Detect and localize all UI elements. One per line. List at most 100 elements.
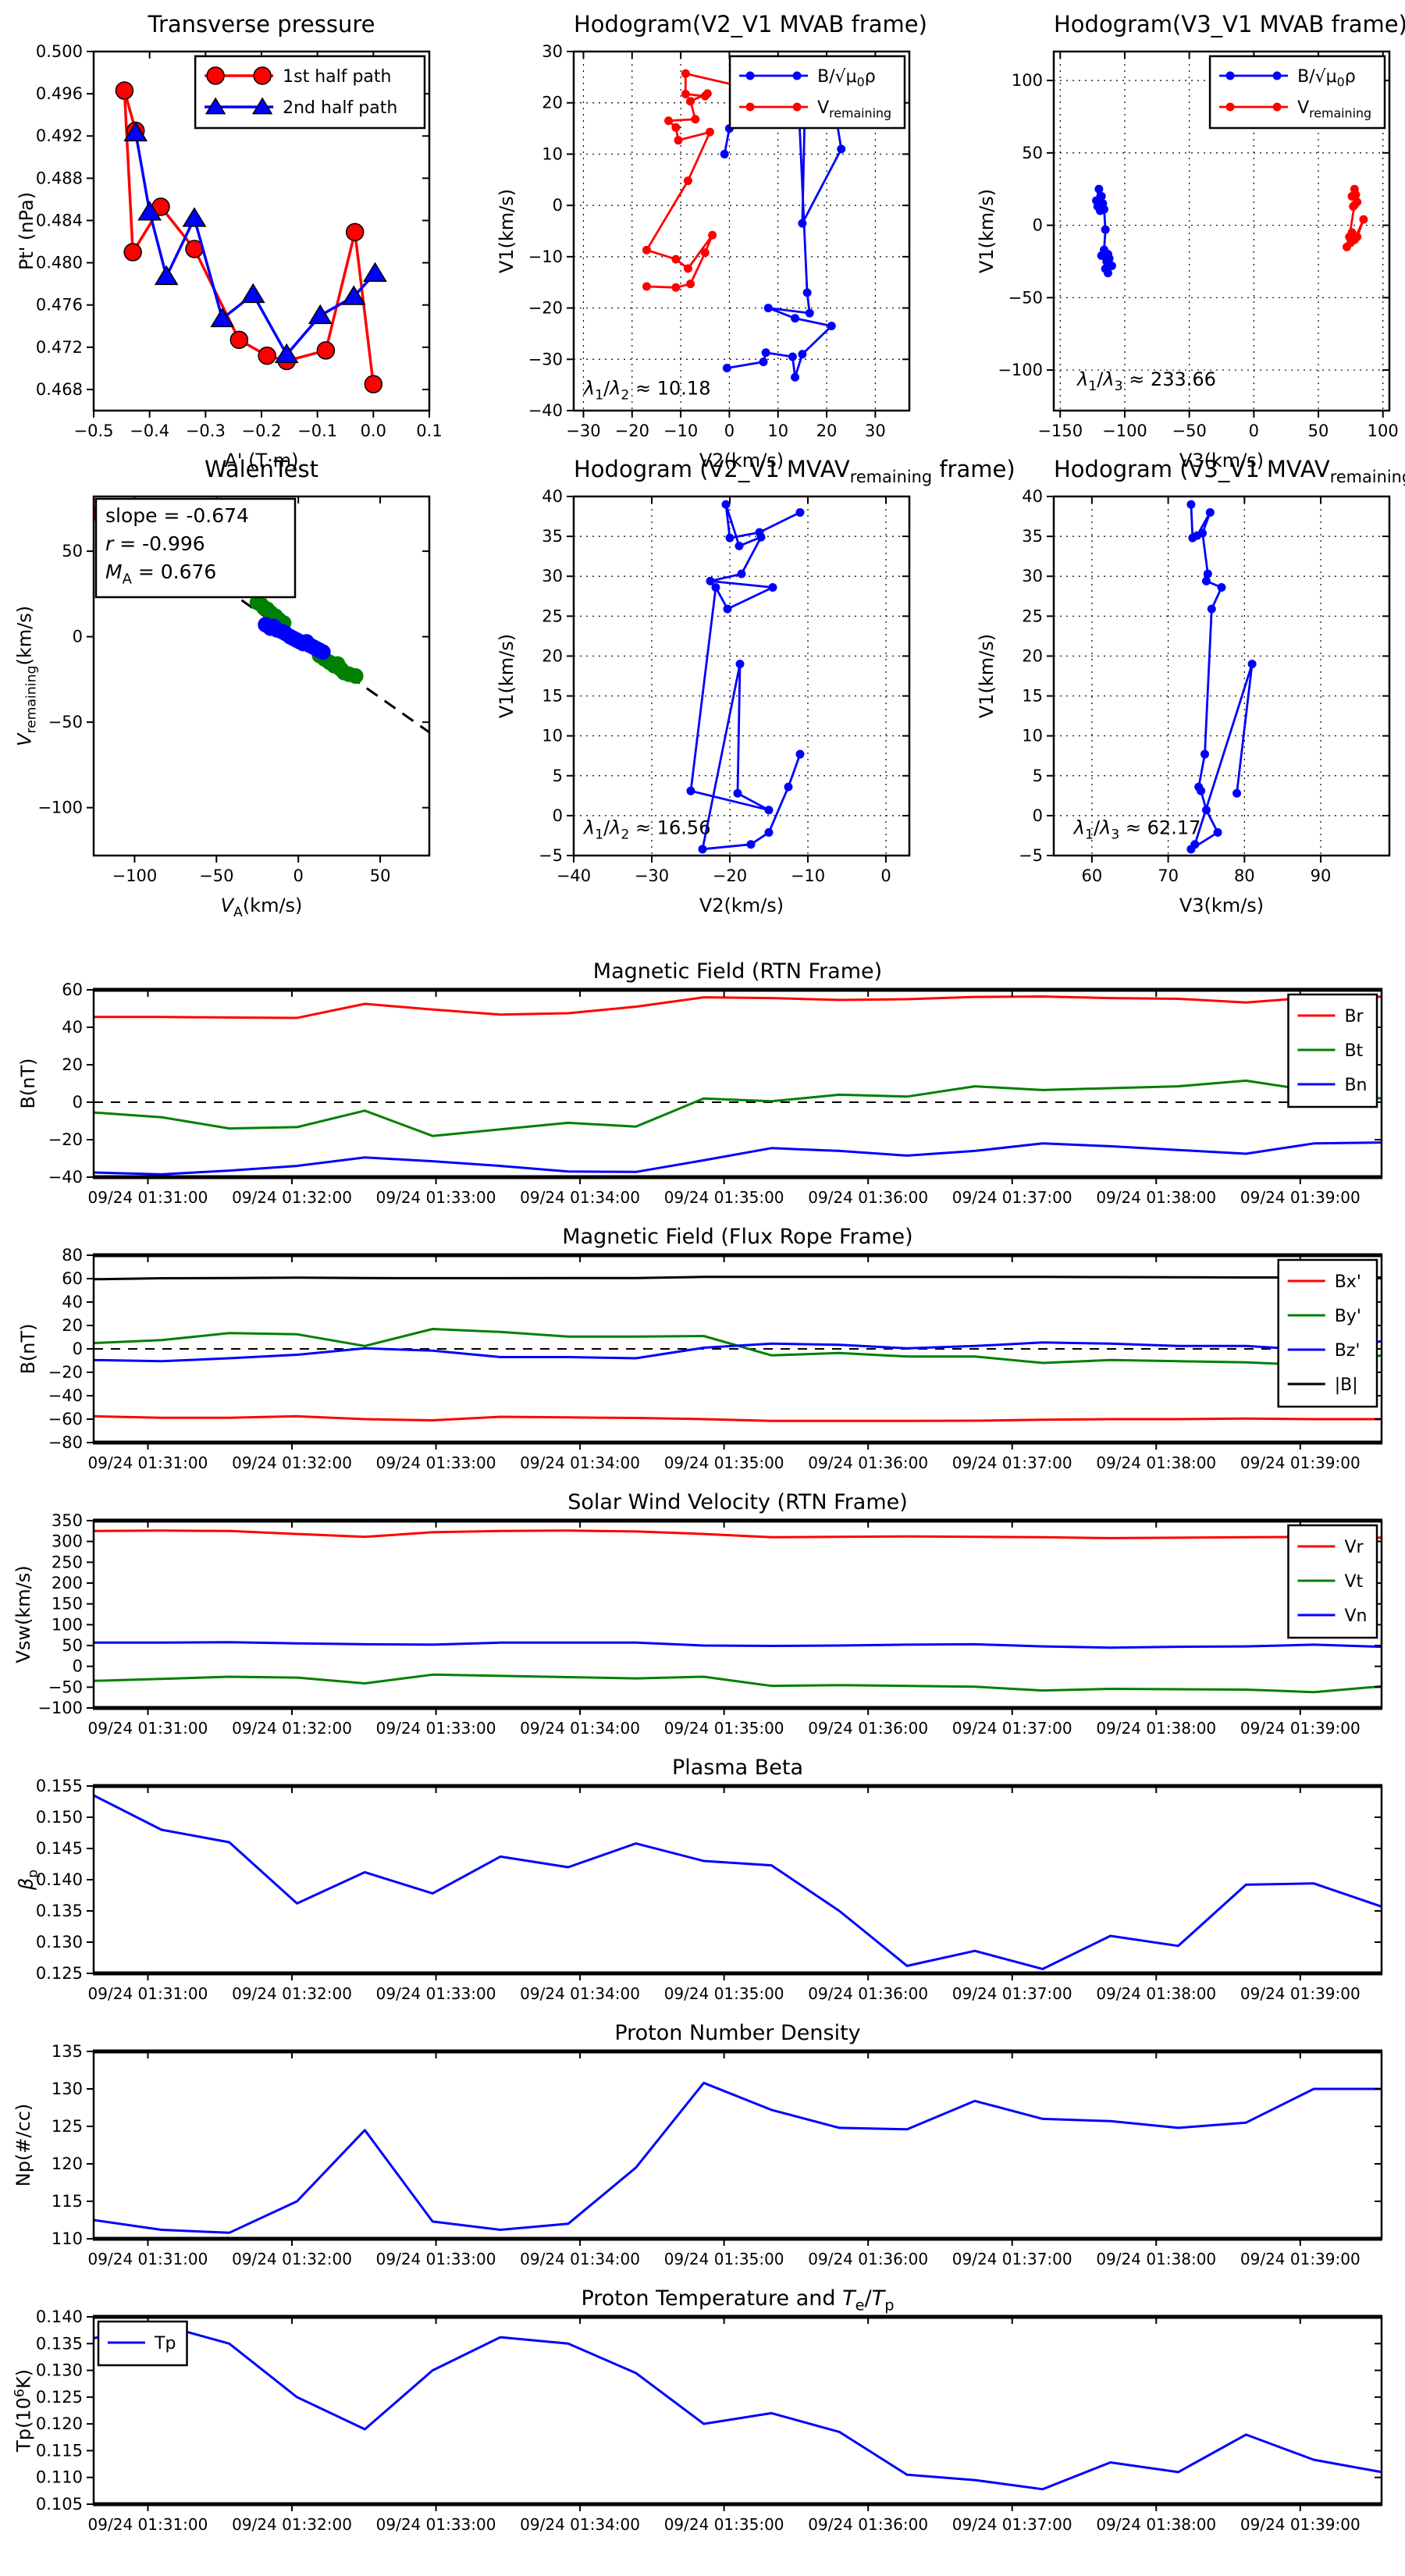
svg-text:Vr: Vr (1344, 1538, 1364, 1557)
svg-text:09/24 01:36:00: 09/24 01:36:00 (808, 1188, 928, 1207)
svg-text:09/24 01:38:00: 09/24 01:38:00 (1096, 1188, 1216, 1207)
svg-text:09/24 01:38:00: 09/24 01:38:00 (1096, 1984, 1216, 2003)
svg-text:09/24 01:33:00: 09/24 01:33:00 (376, 1984, 496, 2003)
svg-text:0.140: 0.140 (36, 2307, 83, 2326)
svg-text:2nd half path: 2nd half path (283, 98, 397, 118)
svg-text:10: 10 (1022, 727, 1043, 745)
svg-text:0.110: 0.110 (36, 2468, 83, 2487)
svg-text:09/24 01:32:00: 09/24 01:32:00 (232, 1719, 352, 1738)
svg-text:09/24 01:39:00: 09/24 01:39:00 (1240, 1453, 1361, 1472)
svg-text:09/24 01:31:00: 09/24 01:31:00 (88, 1719, 208, 1738)
svg-text:09/24 01:32:00: 09/24 01:32:00 (232, 1453, 352, 1472)
svg-text:0.150: 0.150 (36, 1808, 83, 1827)
svg-text:300: 300 (52, 1532, 83, 1551)
svg-text:Vt: Vt (1344, 1572, 1363, 1592)
svg-text:0.155: 0.155 (36, 1777, 83, 1795)
svg-text:−30: −30 (635, 866, 669, 885)
svg-text:09/24 01:36:00: 09/24 01:36:00 (808, 2250, 928, 2268)
svg-text:slope = -0.674: slope = -0.674 (105, 504, 249, 527)
panel-title-magnetic-field-rtn: Magnetic Field (RTN Frame) (592, 959, 883, 984)
svg-text:09/24 01:36:00: 09/24 01:36:00 (808, 1453, 928, 1472)
svg-text:135: 135 (52, 2042, 83, 2061)
svg-text:60: 60 (62, 980, 83, 999)
svg-text:0.488: 0.488 (36, 169, 83, 187)
svg-text:200: 200 (52, 1574, 83, 1592)
svg-text:30: 30 (542, 42, 563, 61)
svg-text:09/24 01:35:00: 09/24 01:35:00 (664, 1719, 784, 1738)
svg-text:0: 0 (73, 628, 83, 646)
svg-text:0.0: 0.0 (361, 422, 386, 440)
svg-text:Bn: Bn (1344, 1076, 1367, 1095)
svg-text:150: 150 (52, 1595, 83, 1614)
svg-text:60: 60 (1081, 866, 1102, 885)
svg-text:09/24 01:31:00: 09/24 01:31:00 (88, 1453, 208, 1472)
panel-title-hodogram-v2v1-mvav: Hodogram (V2_V1 MVAVremaining frame) (574, 456, 1016, 486)
panel-plasma-beta: 09/24 01:31:00 09/24 01:32:00 09/24 01:33:… (36, 1777, 1383, 2003)
svg-text:5: 5 (553, 767, 563, 785)
svg-text:125: 125 (52, 2117, 83, 2136)
svg-text:60: 60 (62, 1269, 83, 1288)
svg-text:09/24 01:33:00: 09/24 01:33:00 (376, 2515, 496, 2534)
svg-text:20: 20 (62, 1316, 83, 1335)
svg-text:0: 0 (1249, 422, 1259, 440)
svg-text:0.476: 0.476 (36, 296, 83, 315)
x-axis-label-v3-p3: V3(km/s) (1179, 450, 1264, 471)
svg-text:09/24 01:39:00: 09/24 01:39:00 (1240, 2250, 1361, 2268)
svg-text:09/24 01:38:00: 09/24 01:38:00 (1096, 2250, 1216, 2268)
svg-text:50: 50 (62, 542, 83, 560)
y-axis-label-v1-p2: V1(km/s) (496, 188, 518, 274)
svg-text:10: 10 (542, 727, 563, 745)
svg-text:0: 0 (724, 422, 735, 440)
svg-text:90: 90 (1311, 866, 1332, 885)
svg-text:10: 10 (542, 144, 563, 163)
panel-title-hodogram-v2v1-mvab: Hodogram(V2_V1 MVAB frame) (574, 11, 927, 37)
panel-proton-number-density: 09/24 01:31:00 09/24 01:32:00 09/24 01:33:… (52, 2042, 1383, 2268)
svg-text:−20: −20 (48, 1363, 83, 1382)
svg-text:0.145: 0.145 (36, 1839, 83, 1858)
svg-text:09/24 01:38:00: 09/24 01:38:00 (1096, 1719, 1216, 1738)
svg-text:09/24 01:37:00: 09/24 01:37:00 (952, 1719, 1072, 1738)
svg-text:−10: −10 (528, 247, 563, 266)
panel-title-magnetic-field-flux-rope: Magnetic Field (Flux Rope Frame) (562, 1225, 913, 1249)
svg-text:250: 250 (52, 1553, 83, 1571)
svg-text:0.135: 0.135 (36, 1902, 83, 1920)
y-axis-label-pt: Pt' (nPa) (16, 191, 37, 271)
svg-text:−80: −80 (48, 1433, 83, 1452)
svg-text:09/24 01:37:00: 09/24 01:37:00 (952, 1188, 1072, 1207)
svg-text:20: 20 (62, 1055, 83, 1074)
svg-text:Br: Br (1344, 1007, 1364, 1026)
svg-text:100: 100 (1012, 71, 1043, 90)
svg-text:09/24 01:39:00: 09/24 01:39:00 (1240, 1188, 1361, 1207)
svg-text:|B|: |B| (1335, 1375, 1358, 1395)
svg-text:09/24 01:33:00: 09/24 01:33:00 (376, 2250, 496, 2268)
svg-text:−100: −100 (1102, 422, 1147, 440)
svg-text:0: 0 (553, 196, 563, 215)
svg-text:5: 5 (1033, 767, 1043, 785)
svg-text:Tp: Tp (154, 2334, 176, 2354)
svg-text:09/24 01:34:00: 09/24 01:34:00 (520, 1719, 640, 1738)
svg-text:−50: −50 (1008, 288, 1043, 307)
svg-text:−50: −50 (1172, 422, 1206, 440)
y-axis-label-vremaining: Vremaining(km/s) (13, 605, 40, 747)
panel-transverse-pressure: −0.5 −0.4 −0.3 −0.2 −0.1 0.0 0.1 0.468 0.472 0.47… (36, 42, 443, 440)
panel-hodogram-v3v1-mvav: 60 70 80 90 −5 0 5 10 15 20 25 30 35 40 λ1/λ3 ≈ 62.17 (1019, 487, 1391, 885)
panel-magnetic-field-rtn: 09/24 01:31:00 09/24 01:32:00 09/24 01:33:… (48, 980, 1383, 1207)
panel-title-proton-temperature: Proton Temperature and Te/Tp (581, 2286, 895, 2314)
svg-text:Vremaining: Vremaining (1297, 98, 1371, 121)
svg-text:r = -0.996: r = -0.996 (105, 532, 205, 555)
x-axis-label-va: VA(km/s) (220, 895, 303, 920)
svg-text:35: 35 (542, 527, 563, 546)
svg-text:0.472: 0.472 (36, 338, 83, 357)
svg-text:Bx': Bx' (1335, 1272, 1361, 1292)
svg-text:09/24 01:37:00: 09/24 01:37:00 (952, 1453, 1072, 1472)
svg-text:130: 130 (52, 2080, 83, 2098)
panel-solar-wind-velocity: 09/24 01:31:00 09/24 01:32:00 09/24 01:33:… (37, 1511, 1383, 1738)
svg-text:0.500: 0.500 (36, 42, 83, 61)
svg-text:0.105: 0.105 (36, 2495, 83, 2514)
svg-text:−40: −40 (48, 1386, 83, 1405)
svg-text:0.496: 0.496 (36, 84, 83, 103)
svg-text:09/24 01:32:00: 09/24 01:32:00 (232, 1984, 352, 2003)
svg-text:−20: −20 (48, 1130, 83, 1149)
svg-text:100: 100 (52, 1615, 83, 1634)
